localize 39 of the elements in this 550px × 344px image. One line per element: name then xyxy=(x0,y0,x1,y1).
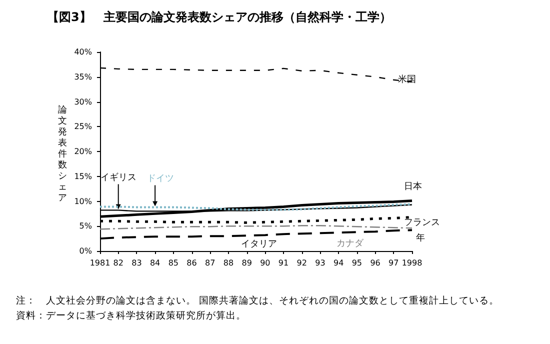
x-tick-label: 86 xyxy=(186,258,197,268)
x-tick-label: 89 xyxy=(242,258,252,268)
x-tick-label: 92 xyxy=(296,258,307,268)
series-label: イタリア xyxy=(240,240,277,250)
x-tick-label: 85 xyxy=(168,258,179,268)
x-tick-label: 94 xyxy=(333,258,344,268)
series-label: 米国 xyxy=(398,74,416,85)
x-tick-label: 90 xyxy=(260,258,270,268)
x-tick-label: 1981 xyxy=(90,258,110,268)
y-tick-label: 10% xyxy=(74,196,92,206)
series-label: 日本 xyxy=(404,180,422,192)
x-tick-label: 95 xyxy=(352,258,362,268)
text: 論文発表件数シェア xyxy=(58,106,67,204)
text: 資料：データに基づき科学技術政策研究所が算出。 xyxy=(16,310,246,322)
text: 注： 人文社会分野の論文は含まない。 国際共著論文は、それぞれの国の論文数として重複計上している。 xyxy=(16,294,500,306)
x-tick-label: 87 xyxy=(205,258,216,268)
y-tick-label: 20% xyxy=(74,147,92,156)
y-tick-label: 0% xyxy=(79,246,92,256)
x-tick-label: 1998 xyxy=(402,258,422,268)
series-label: カナダ xyxy=(336,238,365,250)
series-label: フランス xyxy=(404,218,440,228)
text: ドイツ xyxy=(147,174,174,184)
text: イギリス xyxy=(100,172,136,184)
x-tick-label: 88 xyxy=(223,258,234,268)
x-tick-label: 93 xyxy=(315,258,326,268)
y-tick-label: 30% xyxy=(74,97,92,106)
y-tick-label: 5% xyxy=(79,222,92,231)
chart-title: 【図3】 主要国の論文発表数シェアの推移（自然科学・工学） xyxy=(47,10,392,24)
x-tick-label: 84 xyxy=(150,258,160,268)
x-tick-label: 91 xyxy=(278,258,289,268)
x-tick-label: 97 xyxy=(388,258,399,268)
x-tick-label: 96 xyxy=(370,258,380,268)
x-axis-title: 年 xyxy=(416,232,425,244)
y-tick-label: 40% xyxy=(74,48,92,56)
x-tick-label: 82 xyxy=(113,258,124,268)
x-tick-label: 83 xyxy=(132,258,142,268)
y-tick-label: 25% xyxy=(74,122,92,132)
y-tick-label: 15% xyxy=(74,172,92,181)
y-tick-label: 35% xyxy=(74,72,92,82)
